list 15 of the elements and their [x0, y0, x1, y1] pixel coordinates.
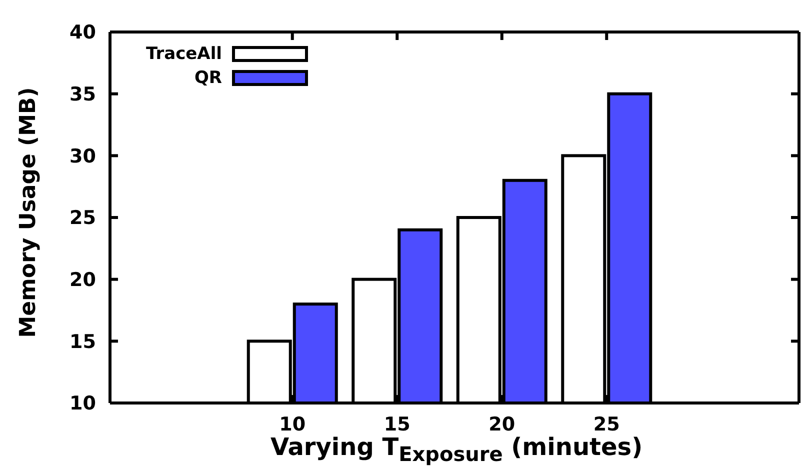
y-tick-label: 35 [70, 84, 96, 106]
legend-label: TraceAll [146, 44, 222, 64]
x-tick-label: 25 [593, 413, 620, 436]
x-tick-label: 15 [384, 413, 410, 436]
y-tick-label: 10 [70, 392, 96, 415]
legend-label: QR [194, 68, 222, 88]
y-axis-title: Memory Usage (MB) [16, 87, 41, 338]
x-tick-label: 10 [279, 413, 306, 436]
x-axis-title: Varying T$_{Exposure}$ (minutes) [270, 433, 643, 466]
y-tick-label: 25 [70, 207, 96, 230]
y-tick-label: 40 [70, 22, 96, 44]
x-tick-label: 20 [488, 413, 516, 436]
y-tick-label: 15 [70, 330, 96, 353]
y-tick-label: 20 [70, 269, 96, 292]
y-tick-label: 30 [70, 145, 96, 168]
